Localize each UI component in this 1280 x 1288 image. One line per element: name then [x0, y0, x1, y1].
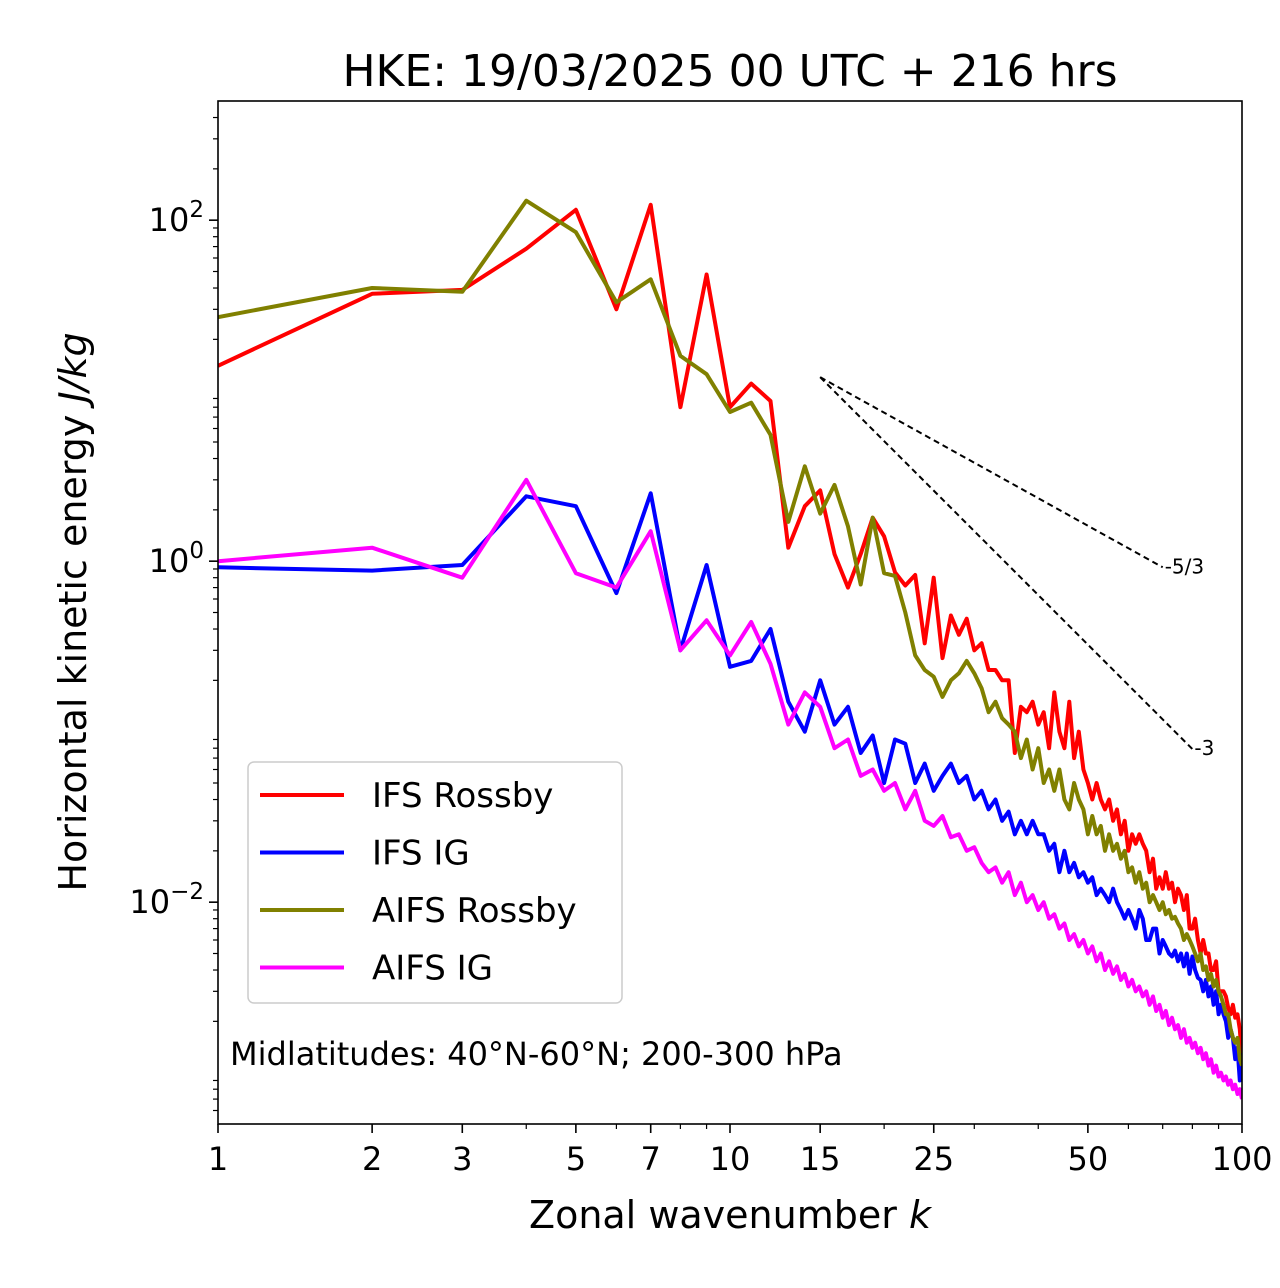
series-line: [218, 198, 1242, 1067]
region-annotation: Midlatitudes: 40°N-60°N; 200-300 hPa: [230, 1035, 843, 1073]
y-axis-label-text: Horizontal kinetic energy: [51, 415, 95, 892]
x-tick-label: 50: [1068, 1140, 1109, 1178]
legend-box: [247, 761, 623, 1004]
x-axis-ticks: 1 2 3 5 7 10 15 25 50 100: [208, 1124, 1273, 1178]
legend-label: IFS IG: [372, 834, 470, 874]
series-line: [218, 491, 1242, 1083]
minor-ticks: [213, 116, 1220, 1129]
x-tick-label: 10: [710, 1140, 751, 1178]
chart-title: HKE: 19/03/2025 00 UTC + 216 hrs: [342, 46, 1117, 97]
x-axis-label: Zonal wavenumber k: [529, 1193, 933, 1237]
legend-label: AIFS IG: [372, 949, 493, 989]
x-tick-label: 1: [208, 1140, 228, 1178]
series-lines: [218, 198, 1242, 1100]
x-tick-label: 5: [566, 1140, 586, 1178]
y-axis-label-unit: J/kg: [51, 332, 95, 409]
x-tick-label: 7: [641, 1140, 661, 1178]
x-axis-label-var: k: [909, 1193, 933, 1237]
y-axis-label: Horizontal kinetic energy J/kg: [51, 332, 95, 891]
series-line: [218, 202, 1242, 1060]
legend-label: AIFS Rossby: [372, 891, 577, 931]
y-tick-label: 102: [149, 197, 204, 239]
plot-frame: [217, 100, 1243, 1125]
y-axis-ticks: 102 100 10−2: [129, 197, 218, 921]
series-line: [218, 477, 1242, 1100]
slope-label: -3: [1194, 736, 1214, 760]
reference-slopes: -5/3 -3: [819, 376, 1214, 760]
y-tick-label: 100: [149, 538, 204, 580]
x-tick-label: 15: [800, 1140, 841, 1178]
x-tick-label: 2: [362, 1140, 382, 1178]
legend: IFS Rossby IFS IG AIFS Rossby AIFS IG: [247, 761, 623, 1004]
x-tick-label: 25: [913, 1140, 954, 1178]
y-tick-label: 10−2: [129, 879, 204, 921]
slope-line: [819, 376, 1164, 569]
legend-label: IFS Rossby: [372, 776, 553, 816]
x-tick-label: 100: [1211, 1140, 1272, 1178]
x-tick-label: 3: [452, 1140, 472, 1178]
slope-label: -5/3: [1165, 554, 1204, 578]
slope-line: [819, 376, 1194, 750]
x-axis-label-text: Zonal wavenumber: [529, 1193, 897, 1237]
